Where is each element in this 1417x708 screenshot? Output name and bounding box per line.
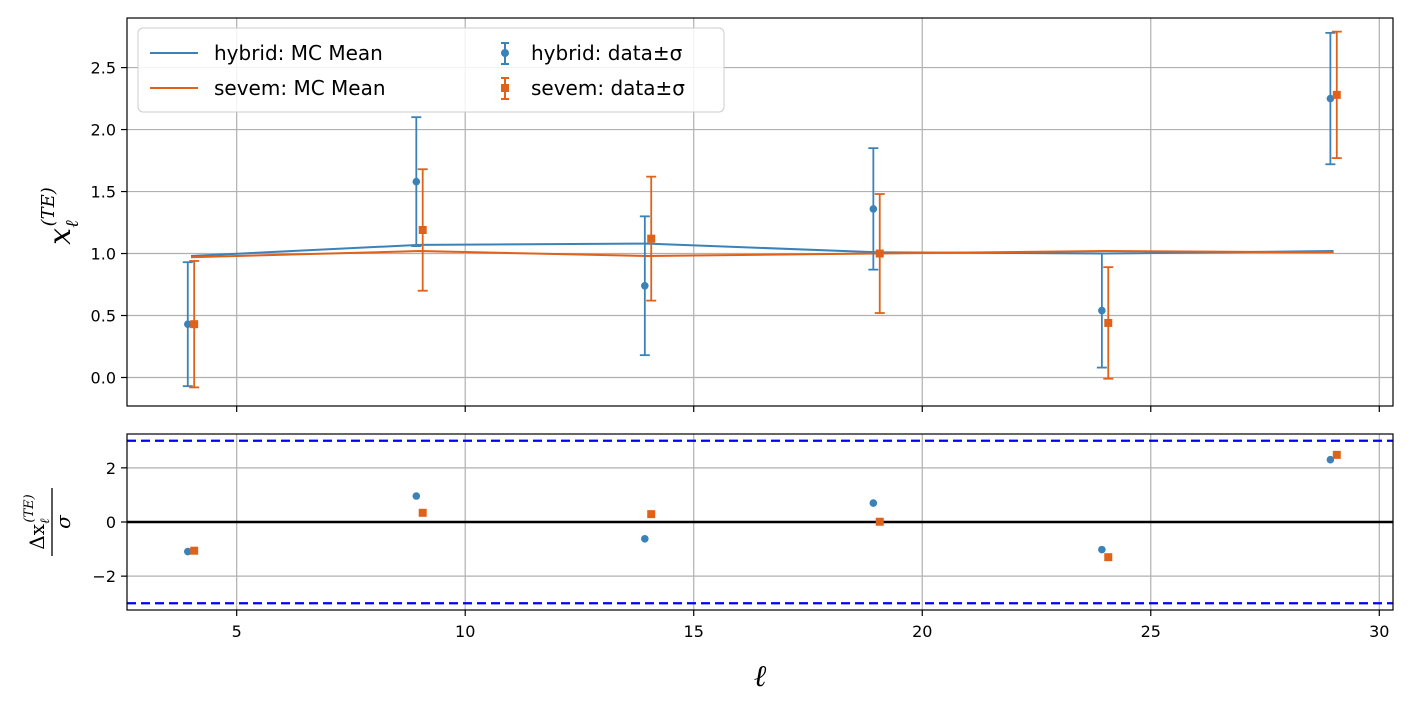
ylabel-denominator: σ: [51, 514, 75, 529]
bottom-axis-ticks: 5 10 15 20 25 30 −2 0 2: [92, 459, 1389, 641]
bottom-ytick-label: −2: [92, 567, 116, 586]
mc-mean-line-0: [190, 242, 1334, 258]
errorbar-point: [189, 260, 200, 389]
legend-hybrid-data-label: hybrid: data±σ: [531, 41, 683, 65]
residual-marker-square: [1332, 450, 1341, 459]
legend-hybrid-data-swatch: [501, 42, 509, 65]
data-marker-circle: [641, 281, 649, 290]
bottom-data-points: [183, 450, 1341, 562]
ylabel-main: x: [43, 228, 78, 245]
residual-marker-square: [875, 517, 884, 526]
data-marker-square: [875, 249, 884, 258]
top-y-axis-label: xℓ(TE): [38, 187, 83, 245]
errorbar-point: [411, 116, 422, 247]
data-marker-circle: [1098, 306, 1106, 315]
data-marker-square: [1332, 90, 1341, 99]
data-marker-circle: [183, 320, 192, 328]
data-marker-square: [190, 320, 199, 329]
top-ytick-label: 1.0: [91, 245, 116, 264]
errorbar-point: [1103, 266, 1114, 380]
residual-marker-circle: [641, 534, 649, 543]
ylabel-delta-sup: (TE): [22, 494, 37, 522]
residual-marker-square: [1104, 553, 1113, 562]
residual-marker-circle: [869, 499, 878, 507]
legend-sevem-data-label: sevem: data±σ: [531, 76, 685, 100]
bottom-reference-lines: [127, 439, 1393, 605]
legend: hybrid: MC Mean sevem: MC Mean hybrid: d…: [137, 27, 725, 113]
data-marker-square: [1104, 318, 1113, 327]
residual-marker-square: [190, 546, 199, 555]
bottom-xtick-label: 15: [684, 622, 704, 641]
bottom-panel: 5 10 15 20 25 30−202 Δxℓ(TE) σ ℓ: [22, 433, 1394, 694]
ylabel-sup: (TE): [38, 187, 59, 226]
residual-marker-circle: [1326, 455, 1335, 464]
errorbar-point: [868, 147, 879, 271]
top-plot-frame: [126, 17, 1394, 407]
errorbar-point: [1325, 31, 1336, 166]
residual-marker-square: [418, 508, 427, 517]
top-data-points: [182, 30, 1342, 389]
ylabel-delta-sub: ℓ: [38, 518, 53, 524]
bottom-xtick-label: 20: [912, 622, 932, 641]
bottom-x-axis-label: ℓ: [754, 659, 767, 694]
ylabel-sub: ℓ: [62, 220, 83, 228]
bottom-ytick-label: 0: [106, 513, 116, 532]
errorbar-point: [646, 175, 657, 302]
bottom-ytick-label: 2: [106, 459, 116, 478]
bottom-y-axis-label: Δxℓ(TE) σ: [22, 488, 75, 556]
errorbar-point: [639, 215, 650, 357]
top-panel: 0.0 0.5 1.0 1.5 2.0 2.5 xℓ(TE) hybrid: MC Mea…: [38, 17, 1394, 412]
data-marker-square: [418, 225, 427, 234]
legend-hybrid-mean-label: hybrid: MC Mean: [214, 41, 383, 65]
residual-marker-circle: [412, 492, 421, 500]
legend-sevem-mean-label: sevem: MC Mean: [214, 76, 386, 100]
legend-sevem-data-swatch: [501, 77, 509, 100]
top-ytick-label: 0.5: [91, 307, 116, 326]
bottom-xtick-label: 5: [232, 622, 242, 641]
errorbar-point: [182, 261, 193, 388]
errorbar-point: [1096, 252, 1107, 369]
top-ytick-label: 2.0: [91, 121, 116, 140]
residual-marker-square: [647, 510, 656, 519]
mc-mean-line-1: [190, 250, 1334, 259]
bottom-xtick-label: 30: [1369, 622, 1389, 641]
data-marker-circle: [412, 177, 421, 186]
data-marker-circle: [1326, 94, 1335, 103]
top-axis-ticks: 0.0 0.5 1.0 1.5 2.0 2.5: [91, 59, 1380, 412]
top-ytick-label: 2.5: [91, 59, 116, 78]
ylabel-delta-x: Δx: [25, 523, 49, 549]
top-ytick-label: 0.0: [91, 368, 116, 387]
bottom-xtick-label: 10: [455, 622, 475, 641]
data-marker-square: [647, 234, 656, 243]
residual-marker-circle: [1098, 545, 1106, 554]
ylabel-numerator: Δxℓ(TE): [22, 494, 53, 549]
bottom-xtick-label: 25: [1141, 622, 1161, 641]
residual-marker-circle: [183, 547, 192, 556]
data-marker-circle: [869, 205, 878, 213]
top-mean-lines: [190, 242, 1334, 259]
top-ytick-label: 1.5: [91, 183, 116, 202]
errorbar-point: [874, 193, 885, 314]
errorbar-point: [417, 168, 428, 292]
legend-box: [137, 27, 725, 113]
errorbar-point: [1331, 30, 1342, 159]
